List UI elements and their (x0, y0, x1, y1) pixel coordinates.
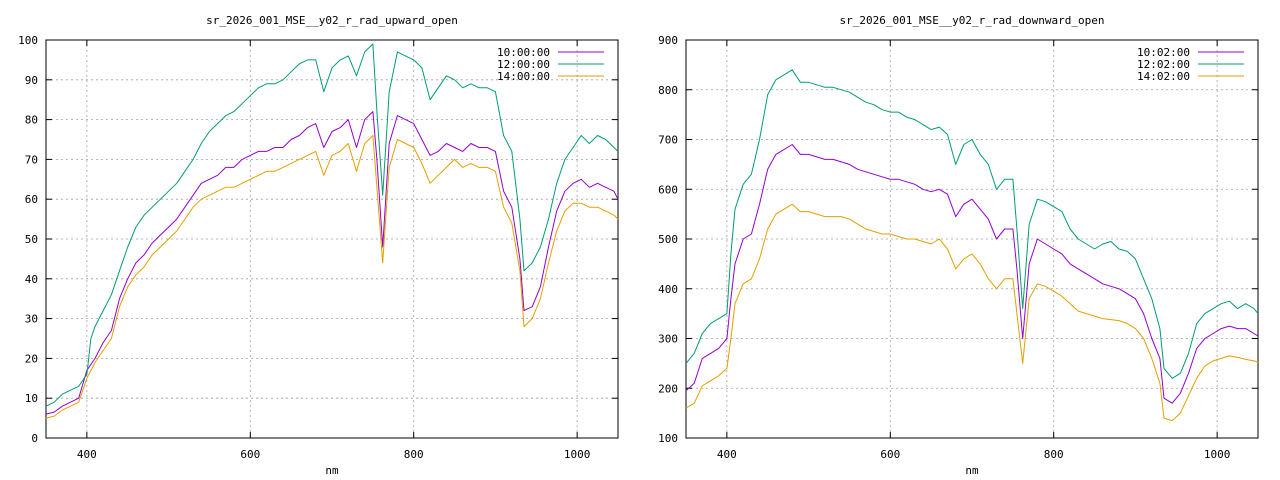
series-line-0 (685, 144, 1259, 404)
y-tick-label: 50 (25, 233, 38, 246)
y-tick-label: 100 (18, 34, 38, 47)
x-axis-label: nm (965, 464, 979, 477)
y-tick-label: 90 (25, 74, 38, 87)
x-tick-label: 600 (240, 448, 260, 461)
legend-label: 10:00:00 (497, 46, 550, 59)
series-line-2 (45, 135, 619, 419)
chart-downward: sr_2026_001_MSE__y02_r_rad_downward_open… (658, 14, 1259, 477)
legend-label: 12:00:00 (497, 58, 550, 71)
series-line-2 (685, 203, 1259, 422)
x-tick-label: 600 (880, 448, 900, 461)
legend-label: 10:02:00 (1137, 46, 1190, 59)
y-tick-label: 600 (658, 183, 678, 196)
y-tick-label: 200 (658, 382, 678, 395)
y-tick-label: 400 (658, 283, 678, 296)
x-tick-label: 1000 (564, 448, 591, 461)
y-tick-label: 900 (658, 34, 678, 47)
chart-title: sr_2026_001_MSE__y02_r_rad_upward_open (206, 14, 458, 27)
legend-label: 14:02:00 (1137, 70, 1190, 83)
y-tick-label: 500 (658, 233, 678, 246)
y-tick-label: 60 (25, 193, 38, 206)
series-line-1 (45, 43, 619, 407)
x-tick-label: 400 (717, 448, 737, 461)
y-tick-label: 20 (25, 352, 38, 365)
x-tick-label: 400 (77, 448, 97, 461)
series-line-1 (685, 69, 1259, 379)
x-axis-label: nm (325, 464, 339, 477)
y-tick-label: 300 (658, 333, 678, 346)
legend-label: 12:02:00 (1137, 58, 1190, 71)
x-tick-label: 1000 (1204, 448, 1231, 461)
chart-upward: sr_2026_001_MSE__y02_r_rad_upward_open 0 1… (18, 14, 619, 477)
y-tick-label: 70 (25, 153, 38, 166)
y-tick-label: 800 (658, 84, 678, 97)
x-tick-label: 800 (1044, 448, 1064, 461)
chart-title: sr_2026_001_MSE__y02_r_rad_downward_open (840, 14, 1105, 27)
y-tick-label: 10 (25, 392, 38, 405)
y-tick-label: 30 (25, 313, 38, 326)
y-tick-label: 700 (658, 134, 678, 147)
legend-label: 14:00:00 (497, 70, 550, 83)
y-tick-label: 0 (31, 432, 38, 445)
y-tick-label: 100 (658, 432, 678, 445)
x-tick-label: 800 (404, 448, 424, 461)
y-tick-label: 40 (25, 273, 38, 286)
y-tick-label: 80 (25, 114, 38, 127)
series-line-0 (45, 111, 619, 415)
